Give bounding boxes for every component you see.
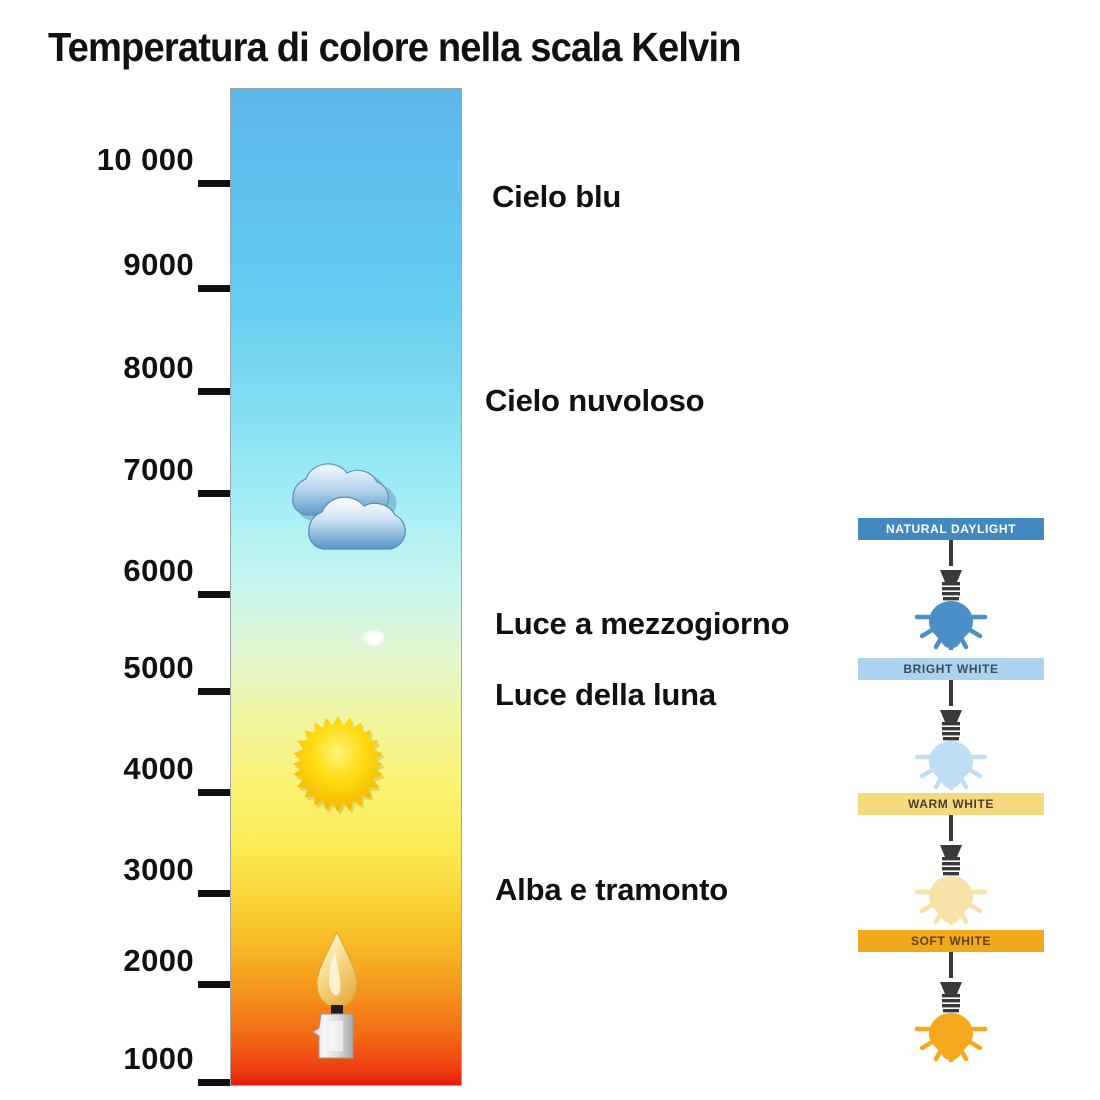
candle-icon	[297, 926, 377, 1064]
bulb-icon	[914, 540, 988, 650]
bulb-band-label: SOFT WHITE	[858, 930, 1044, 952]
label-cielo-nuvoloso: Cielo nuvoloso	[485, 383, 705, 418]
axis-tick-mark	[198, 688, 230, 695]
bulb-illustration-soft-white	[858, 952, 1044, 1062]
axis-tick-mark	[198, 890, 230, 897]
bulb-icon	[914, 680, 988, 790]
label-luce-a-mezzogiorno: Luce a mezzogiorno	[495, 606, 790, 641]
moon-icon	[363, 630, 385, 646]
bulb-card-soft-white[interactable]: SOFT WHITE	[858, 930, 1044, 1062]
label-cielo-blu: Cielo blu	[492, 179, 622, 214]
bulb-illustration-bright-white	[858, 680, 1044, 790]
page-title: Temperatura di colore nella scala Kelvin	[48, 24, 742, 70]
axis-tick-mark	[198, 789, 230, 796]
axis-tick-label: 2000	[123, 943, 194, 978]
axis-tick-label: 6000	[123, 553, 194, 588]
kelvin-gradient-bar	[230, 88, 462, 1086]
bulb-legend-panel: NATURAL DAYLIGHT	[858, 518, 1048, 1084]
bulb-icon	[914, 815, 988, 925]
axis-tick-mark	[198, 285, 230, 292]
axis-tick-label: 10 000	[96, 142, 194, 177]
axis-tick-label: 4000	[123, 751, 194, 786]
axis-tick-label: 3000	[123, 852, 194, 887]
bulb-band-label: NATURAL DAYLIGHT	[858, 518, 1044, 540]
axis-tick-mark	[198, 388, 230, 395]
axis-tick-mark	[198, 1079, 230, 1086]
axis-tick-mark	[198, 490, 230, 497]
bulb-illustration-natural-daylight	[858, 540, 1044, 650]
bulb-illustration-warm-white	[858, 815, 1044, 925]
bulb-band-label: WARM WHITE	[858, 793, 1044, 815]
bulb-card-natural-daylight[interactable]: NATURAL DAYLIGHT	[858, 518, 1044, 650]
cloud-icon	[273, 453, 423, 553]
axis-tick-label: 7000	[123, 452, 194, 487]
axis-tick-mark	[198, 591, 230, 598]
bulb-band-label: BRIGHT WHITE	[858, 658, 1044, 680]
sun-icon	[284, 710, 392, 818]
label-alba-e-tramonto: Alba e tramonto	[495, 872, 728, 907]
bulb-card-warm-white[interactable]: WARM WHITE	[858, 793, 1044, 925]
axis-tick-label: 1000	[123, 1041, 194, 1076]
axis-tick-mark	[198, 180, 230, 187]
bulb-icon	[914, 952, 988, 1062]
axis-tick-mark	[198, 981, 230, 988]
axis-tick-label: 9000	[123, 247, 194, 282]
bulb-card-bright-white[interactable]: BRIGHT WHITE	[858, 658, 1044, 790]
axis-tick-label: 5000	[123, 650, 194, 685]
axis-tick-label: 8000	[123, 350, 194, 385]
label-luce-della-luna: Luce della luna	[495, 677, 716, 712]
